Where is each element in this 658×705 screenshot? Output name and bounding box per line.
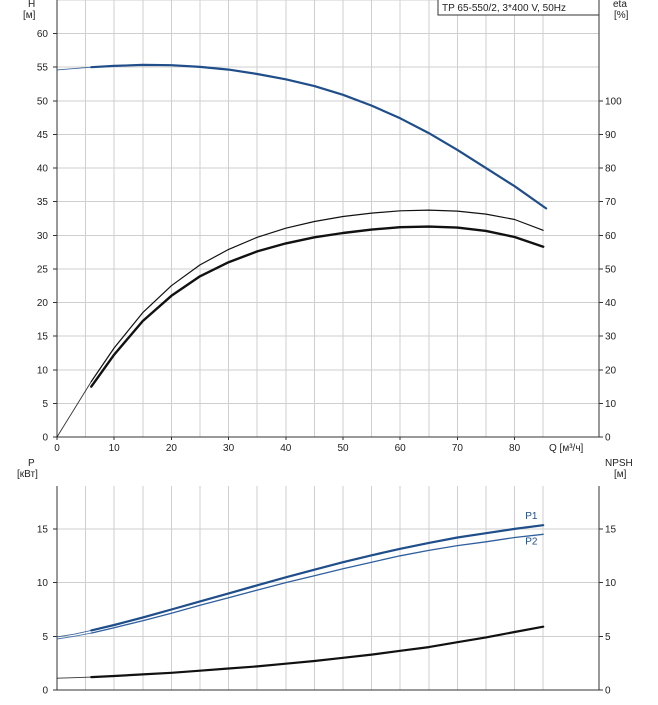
chart1-right-tick-label: 20: [605, 365, 617, 376]
chart2-left-tick-label: 10: [37, 578, 49, 589]
chart2-left-tick-label: 15: [37, 524, 49, 535]
pump-model-label: TP 65-550/2, 3*400 V, 50Hz: [442, 3, 566, 14]
chart1-right-tick-label: 50: [605, 264, 617, 275]
chart1-eta-thin-extension: [56, 381, 92, 438]
chart2-npsh-curve: [90, 625, 545, 679]
chart1-right-tick-label: 70: [605, 197, 617, 208]
chart2-left-axis-unit: [кВт]: [17, 469, 38, 480]
chart1-left-tick-label: 55: [37, 63, 49, 74]
chart2-P1-series-label: P1: [525, 511, 538, 522]
chart1-right-axis-unit: [%]: [614, 10, 629, 21]
chart1-head-curve: [90, 63, 548, 210]
chart2-P1-curve: [90, 524, 545, 632]
chart1-left-tick-label: 45: [37, 130, 49, 141]
chart1-right-tick-label: 100: [605, 96, 622, 107]
chart1-right-axis-title: eta: [613, 0, 627, 10]
chart1-left-tick-label: 20: [37, 298, 49, 309]
chart1-right-tick-label: 0: [605, 433, 611, 444]
chart1-left-tick-label: 25: [37, 264, 49, 275]
chart1-head-extension: [56, 66, 92, 71]
chart1-x-tick-label: 70: [452, 443, 464, 454]
chart2-right-tick-label: 0: [605, 686, 611, 697]
chart1-right-tick-label: 90: [605, 130, 617, 141]
chart2-P2-curve: [90, 533, 544, 634]
chart2-left-tick-label: 5: [42, 632, 48, 643]
chart2-right-axis-title: NPSH: [605, 458, 633, 469]
chart1-left-axis-title: H: [28, 0, 35, 10]
chart2-right-tick-label: 10: [605, 578, 617, 589]
chart1-x-tick-label: 60: [395, 443, 407, 454]
chart1-right-tick-label: 40: [605, 298, 617, 309]
chart2-right-tick-label: 15: [605, 524, 617, 535]
chart1-left-tick-label: 60: [37, 29, 49, 40]
chart1-eta-thick-curve: [90, 225, 545, 388]
chart1-eta-thin-curve: [90, 209, 544, 383]
chart2-left-axis-title: P: [28, 458, 35, 469]
chart2-P2-extension: [56, 632, 92, 640]
chart1-x-tick-label: 20: [166, 443, 178, 454]
chart2-left-tick-label: 0: [42, 686, 48, 697]
chart1-x-tick-label: 80: [509, 443, 521, 454]
chart2-right-axis-unit: [м]: [614, 469, 627, 480]
chart1-right-tick-label: 80: [605, 164, 617, 175]
chart2-P1-extension: [56, 629, 92, 638]
chart1-right-tick-label: 30: [605, 332, 617, 343]
pump-model-box: [437, 0, 600, 16]
chart1-left-tick-label: 15: [37, 332, 49, 343]
chart1-left-tick-label: 35: [37, 197, 49, 208]
chart1-x-tick-label: 0: [54, 443, 60, 454]
chart1-x-axis-title: Q [м³/ч]: [549, 443, 584, 454]
chart1-left-tick-label: 5: [42, 399, 48, 410]
chart1-right-tick-label: 60: [605, 231, 617, 242]
chart2-P2-series-label: P2: [525, 536, 538, 547]
chart1-left-tick-label: 40: [37, 164, 49, 175]
chart1-x-tick-label: 10: [109, 443, 121, 454]
chart1-left-tick-label: 0: [42, 433, 48, 444]
chart1-left-tick-label: 30: [37, 231, 49, 242]
chart1-left-tick-label: 10: [37, 365, 49, 376]
chart1-right-tick-label: 10: [605, 399, 617, 410]
chart1-x-tick-label: 40: [280, 443, 292, 454]
chart1-left-tick-label: 50: [37, 96, 49, 107]
chart2-right-tick-label: 5: [605, 632, 611, 643]
chart1-x-tick-label: 30: [223, 443, 235, 454]
chart1-left-axis-unit: [м]: [23, 10, 36, 21]
chart2-npsh-extension: [56, 676, 92, 679]
chart1-x-tick-label: 50: [337, 443, 349, 454]
